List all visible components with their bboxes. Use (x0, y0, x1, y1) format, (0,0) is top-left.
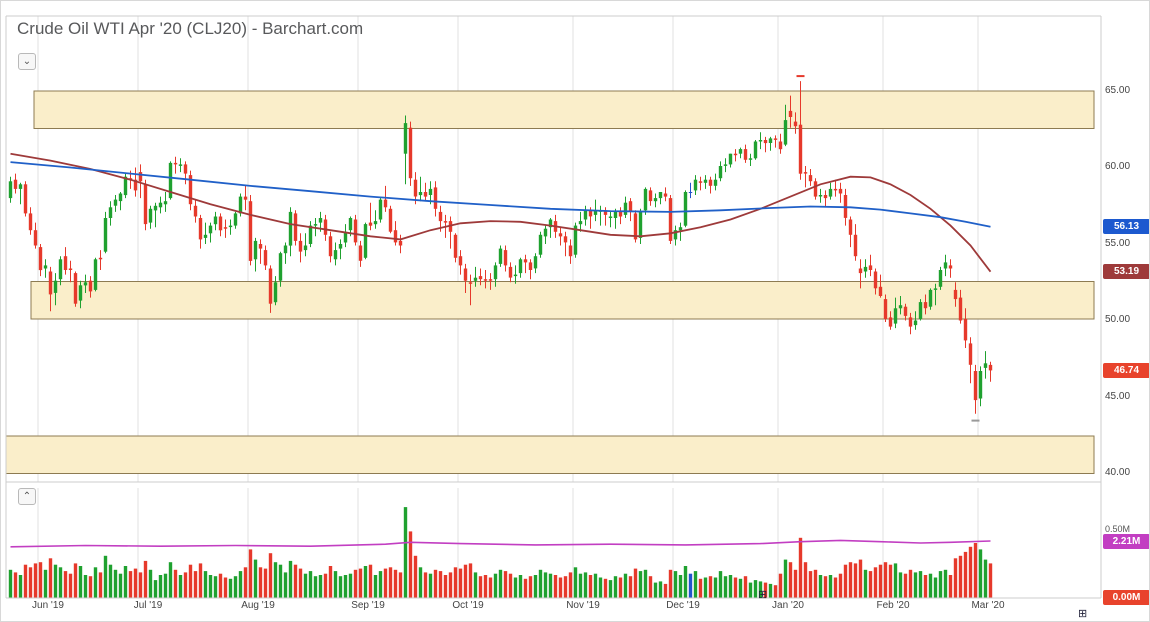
x-axis-label: Nov '19 (566, 600, 600, 611)
ma-slow-line (10, 161, 991, 228)
x-axis-label: Jul '19 (133, 600, 163, 611)
volume-bars-layer (8, 507, 993, 598)
collapse-volume-panel-button[interactable]: ⌃ (18, 488, 36, 505)
y-axis-label: 50.00 (1105, 314, 1131, 325)
support-resistance-bands (5, 90, 1095, 474)
volume-axis-label: 0.50M (1105, 524, 1131, 534)
x-axis-label: Dec '19 (666, 600, 700, 611)
collapse-price-panel-button[interactable]: ⌄ (18, 53, 36, 70)
y-axis-label: 40.00 (1105, 467, 1131, 478)
candles-layer (8, 81, 993, 414)
event-marker-icon[interactable]: ⊞ (758, 589, 768, 601)
x-axis-label: Jan '20 (772, 600, 804, 611)
average-volume-line (10, 539, 991, 548)
chevron-down-icon: ⌄ (22, 55, 32, 67)
chart-title: Crude Oil WTI Apr '20 (CLJ20) - Barchart… (17, 19, 364, 38)
x-axis-label: Oct '19 (452, 600, 484, 611)
x-axis-label: Sep '19 (351, 600, 385, 611)
contract-markers (796, 75, 980, 422)
chevron-up-icon: ⌃ (22, 490, 32, 502)
ma-fast-line (10, 152, 992, 273)
x-axis-label: Mar '20 (971, 600, 1005, 611)
x-axis-label: Aug '19 (241, 600, 275, 611)
x-axis-label: Feb '20 (876, 600, 910, 611)
x-axis-label: Jun '19 (32, 600, 64, 611)
last-price-badge: 46.74 (1103, 363, 1149, 378)
event-marker-icon[interactable]: ⊞ (1078, 608, 1088, 620)
y-axis-label: 45.00 (1105, 391, 1131, 402)
avg-volume-badge: 2.21M (1103, 534, 1149, 549)
y-axis-label: 55.00 (1105, 238, 1131, 249)
y-axis-label: 65.00 (1105, 85, 1131, 96)
ma-slow-value-badge: 56.13 (1103, 219, 1149, 234)
panel-frame (5, 15, 1102, 599)
y-axis-label: 60.00 (1105, 161, 1131, 172)
ma-fast-value-badge: 53.19 (1103, 264, 1149, 279)
session-volume-badge: 0.00M (1103, 590, 1149, 605)
